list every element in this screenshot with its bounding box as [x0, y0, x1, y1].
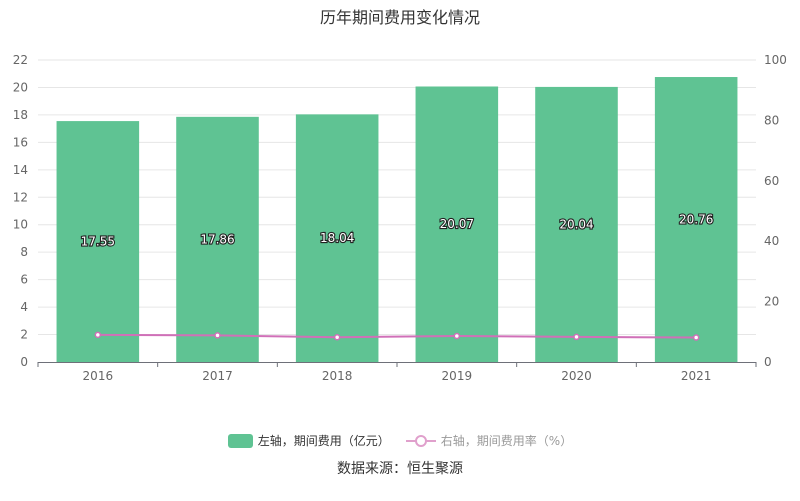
x-axis-tick-label: 2018: [322, 369, 353, 383]
left-axis-tick-label: 0: [20, 355, 28, 369]
right-axis-tick-label: 80: [764, 113, 779, 127]
bar-value-label: 18.04: [320, 231, 354, 245]
x-axis-tick-label: 2019: [442, 369, 473, 383]
bar: [415, 86, 499, 362]
left-axis-tick-label: 18: [13, 108, 28, 122]
right-axis-tick-label: 60: [764, 174, 779, 188]
left-axis-tick-label: 6: [20, 273, 28, 287]
bar-value-label: 20.04: [559, 217, 593, 231]
bar: [654, 77, 738, 362]
rate-point: [214, 332, 221, 339]
legend-item-expense[interactable]: 左轴，期间费用（亿元）: [227, 432, 390, 449]
left-axis-tick-label: 4: [20, 300, 28, 314]
chart-title: 历年期间费用变化情况: [319, 8, 480, 27]
rate-point: [692, 334, 700, 341]
bar-value-label: 17.86: [200, 232, 234, 246]
left-axis-tick-label: 22: [13, 53, 28, 67]
right-axis-tick-label: 40: [764, 234, 779, 248]
legend: 左轴，期间费用（亿元） 右轴，期间费用率（%）: [0, 432, 800, 449]
left-axis-tick-label: 16: [13, 135, 28, 149]
left-axis-tick-label: 12: [13, 190, 28, 204]
right-axis-tick-label: 100: [764, 53, 787, 67]
rate-line: [97, 333, 697, 339]
rate-point: [573, 333, 580, 341]
left-axis-tick-label: 2: [20, 328, 28, 342]
left-axis-tick-label: 14: [13, 163, 28, 177]
legend-item-rate[interactable]: 右轴，期间费用率（%）: [405, 432, 573, 449]
x-axis-tick-label: 2017: [202, 369, 233, 383]
left-axis-tick-label: 8: [20, 245, 28, 259]
bar-value-label: 17.55: [81, 235, 115, 249]
right-axis-tick-label: 20: [764, 295, 779, 309]
rate-point: [333, 333, 341, 341]
rate-point: [453, 332, 461, 340]
x-axis-tick-label: 2016: [83, 369, 114, 383]
x-axis-tick-label: 2020: [561, 369, 592, 383]
legend-swatch-bar: [227, 433, 253, 448]
left-axis-tick-label: 10: [13, 218, 28, 232]
left-axis-tick-label: 20: [13, 80, 28, 94]
bar-value-label: 20.76: [679, 213, 713, 227]
source-note: 数据来源：恒生聚源: [337, 461, 463, 477]
legend-label-rate: 右轴，期间费用率（%）: [440, 434, 573, 448]
bar: [535, 86, 618, 362]
legend-label-expense: 左轴，期间费用（亿元）: [257, 434, 390, 448]
bar: [176, 116, 259, 363]
bar-value-label: 20.07: [440, 217, 474, 231]
legend-swatch-line: [405, 434, 436, 447]
bar: [295, 114, 379, 362]
rate-point: [94, 331, 102, 339]
right-axis-tick-label: 0: [764, 355, 772, 369]
x-axis-tick-label: 2021: [681, 369, 712, 383]
bar: [56, 121, 140, 362]
